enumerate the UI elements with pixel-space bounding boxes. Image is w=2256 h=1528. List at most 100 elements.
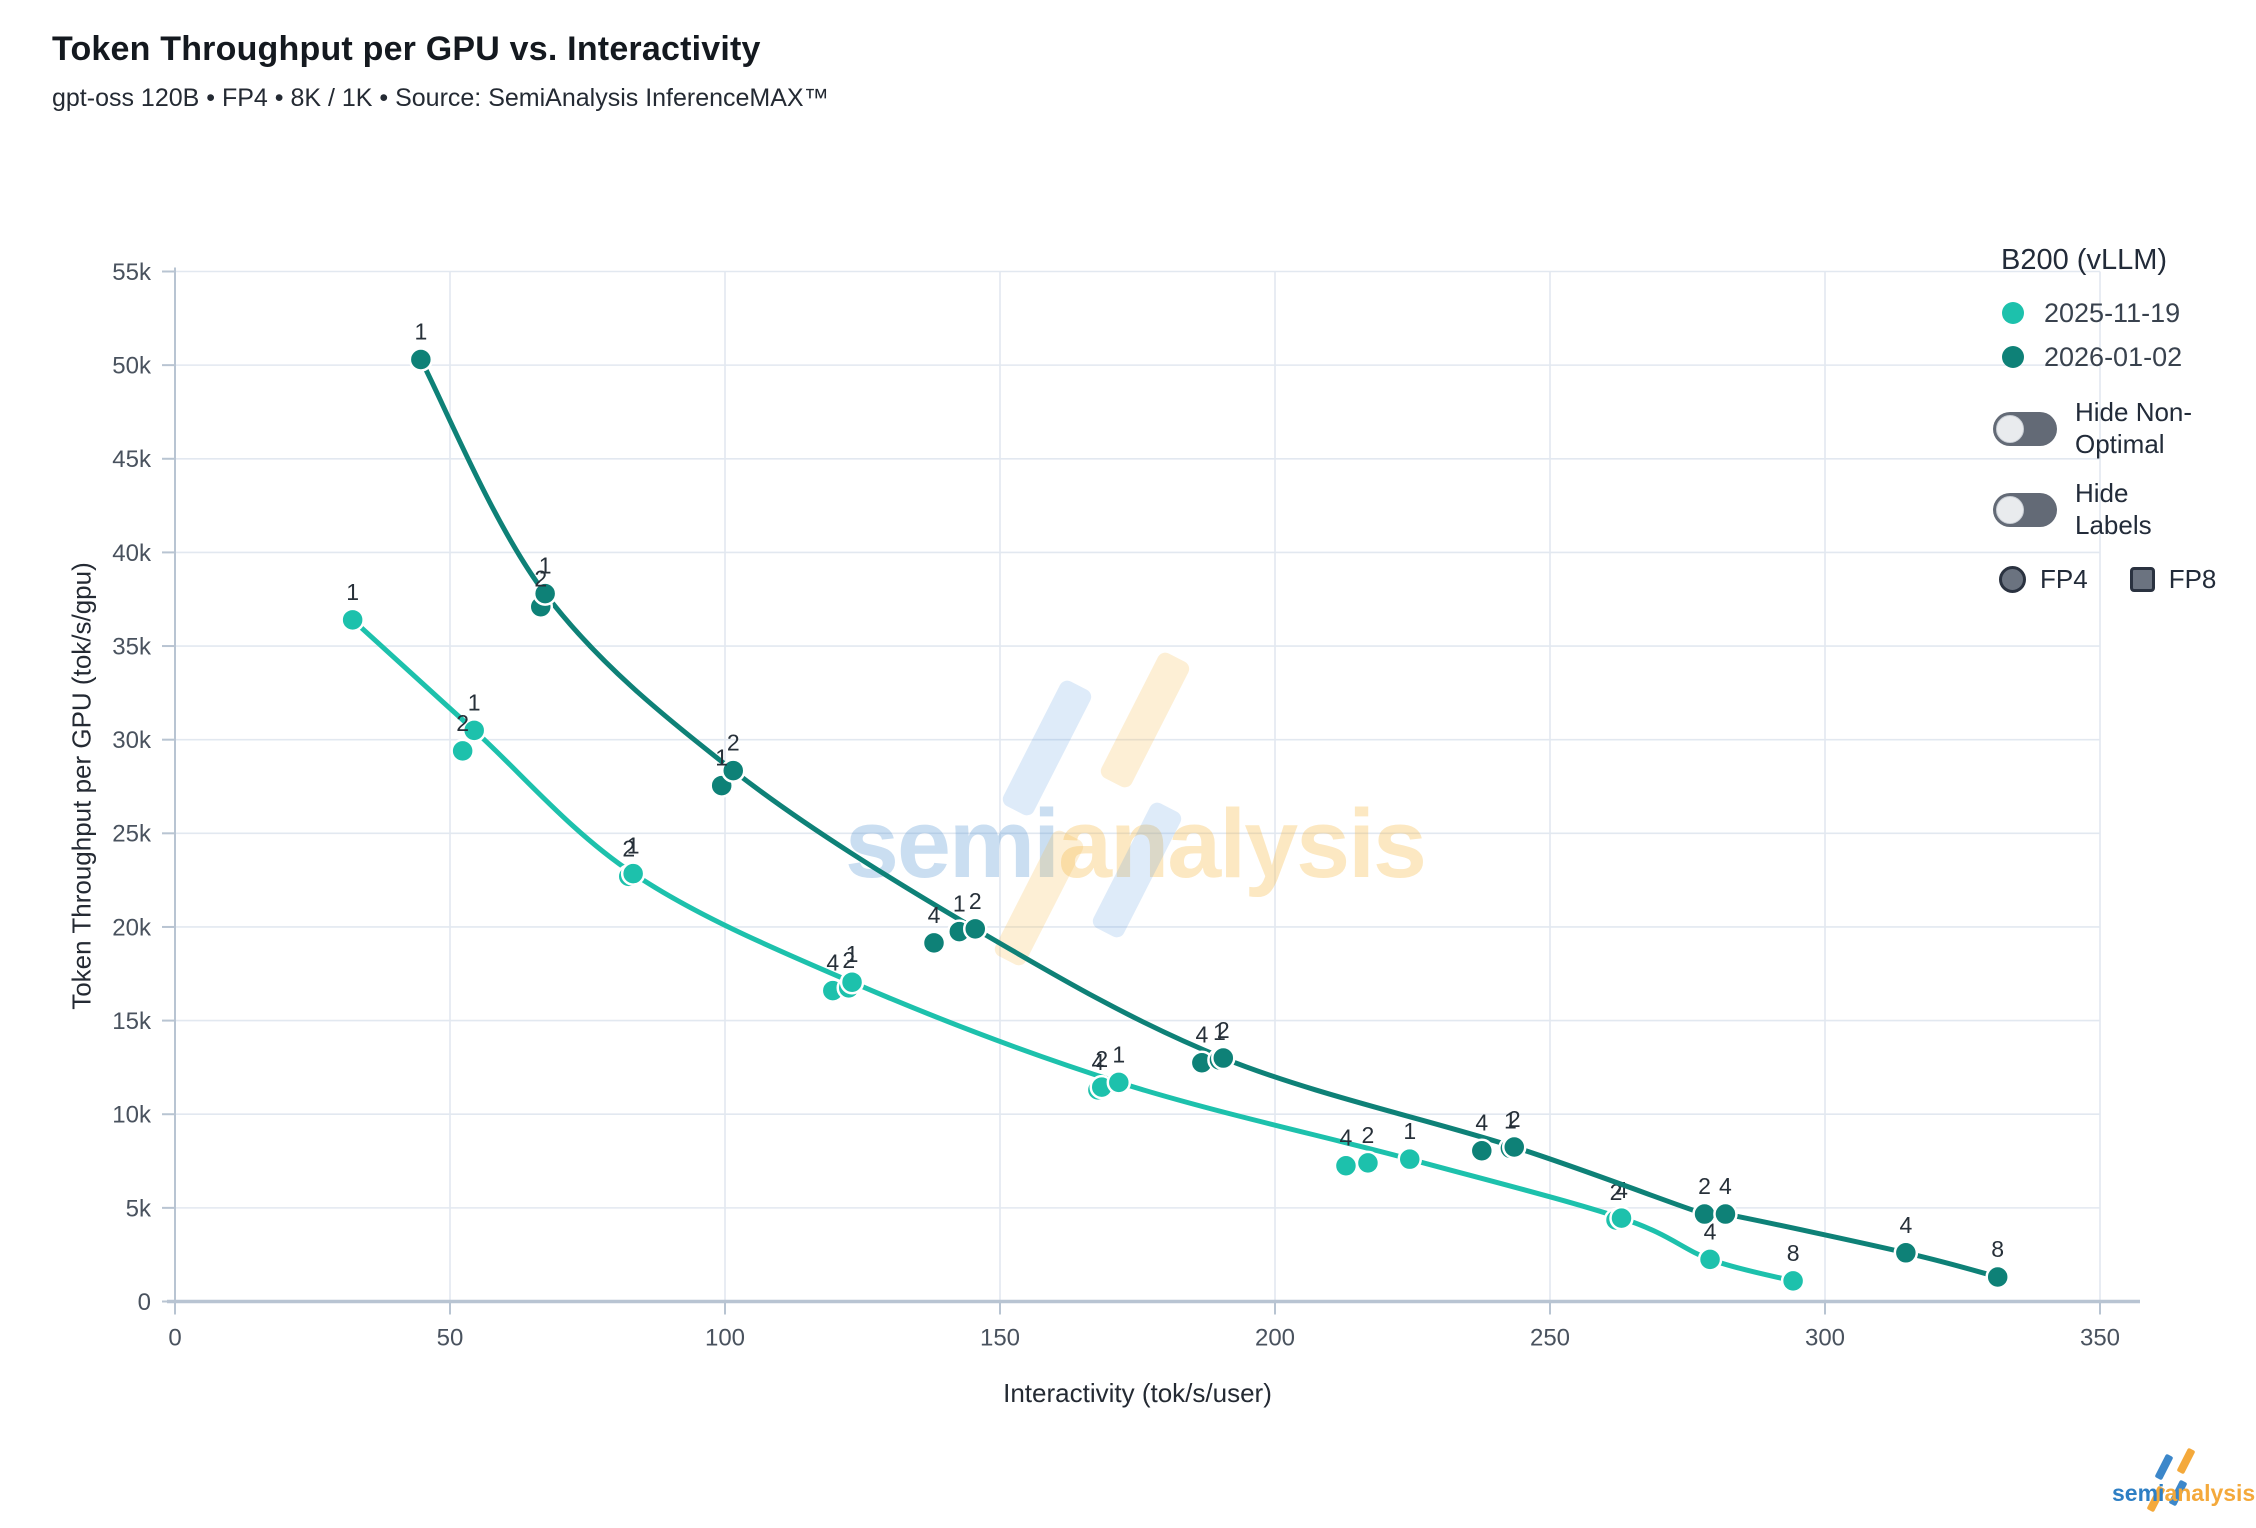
legend-entry-label: 2025-11-19 <box>2044 297 2181 328</box>
data-point[interactable] <box>1333 1153 1359 1178</box>
toggle-knob <box>1996 496 2024 525</box>
gridlines <box>175 270 2101 1302</box>
logo-analysis: analysis <box>2164 1480 2256 1506</box>
x-tick-label: 50 <box>437 1325 464 1352</box>
hide-non-optimal-toggle[interactable] <box>1993 411 2057 446</box>
point-label: 4 <box>1340 1125 1353 1151</box>
page-title: Token Throughput per GPU vs. Interactivi… <box>52 30 761 68</box>
point-label: 1 <box>539 553 552 579</box>
fp4-circle-icon[interactable] <box>1999 565 2026 593</box>
data-point[interactable] <box>1106 1070 1132 1095</box>
point-label: 1 <box>1403 1118 1416 1144</box>
point-label: 1 <box>346 579 359 605</box>
data-point[interactable] <box>1985 1264 2010 1290</box>
data-point[interactable] <box>1697 1247 1723 1272</box>
semianalysis-logo: semianalysis <box>2108 1447 2255 1522</box>
data-point[interactable] <box>1713 1201 1738 1227</box>
toggle-knob <box>1996 414 2024 443</box>
y-tick-label: 10k <box>112 1102 152 1129</box>
hide-labels-toggle[interactable] <box>1993 493 2057 528</box>
data-point[interactable] <box>1692 1201 1717 1227</box>
point-label: 4 <box>1195 1022 1208 1048</box>
data-point[interactable] <box>1397 1146 1422 1172</box>
point-label: 2 <box>1095 1046 1108 1072</box>
point-label: 2 <box>1698 1173 1711 1199</box>
data-point[interactable] <box>408 347 434 372</box>
point-label: 2 <box>534 566 547 592</box>
point-label: 1 <box>1112 1041 1125 1067</box>
legend-entry-2025-11-19[interactable]: 2025-11-19 <box>1993 291 2243 335</box>
y-tick-label: 35k <box>112 633 152 660</box>
y-tick-label: 45k <box>112 446 152 473</box>
data-point[interactable] <box>461 718 487 743</box>
data-point[interactable] <box>340 607 365 633</box>
data-point[interactable] <box>1893 1240 1919 1266</box>
data-point[interactable] <box>620 861 646 886</box>
point-label: 2 <box>1508 1106 1521 1132</box>
watermark-text: semianalysis <box>845 788 1427 900</box>
point-label: 4 <box>1092 1049 1105 1075</box>
y-tick-label: 30k <box>112 727 152 754</box>
x-tick-label: 100 <box>705 1325 745 1352</box>
legend-title: B200 (vLLM) <box>2001 244 2168 276</box>
data-point[interactable] <box>450 738 475 764</box>
y-tick-label: 5k <box>126 1195 152 1222</box>
data-point[interactable] <box>963 916 988 942</box>
hide-non-optimal-row: Hide Non-Optimal <box>1993 397 2243 460</box>
point-label: 1 <box>1213 1019 1226 1045</box>
data-point[interactable] <box>1609 1205 1634 1231</box>
data-point[interactable] <box>921 930 947 956</box>
point-label: 4 <box>826 950 839 976</box>
chart-legend: B200 (vLLM) 2025-11-19 2026-01-02 Hide N… <box>1993 244 2243 595</box>
y-tick-label: 55k <box>112 259 152 286</box>
series-line-2026-01-02 <box>418 357 2001 1280</box>
data-point[interactable] <box>839 969 865 995</box>
x-tick-label: 150 <box>980 1325 1020 1352</box>
series-swatch-dark <box>2002 346 2024 368</box>
tick-labels: 0 5k 10k 15k 20k 25k 30k 35k 40k 45k 50k 55k 0 50 100 1… <box>112 259 2120 1352</box>
data-point[interactable] <box>1211 1045 1236 1071</box>
fp8-square-icon[interactable] <box>2129 566 2155 592</box>
data-point[interactable] <box>721 758 746 783</box>
point-label: 2 <box>1217 1017 1230 1043</box>
y-tick-label: 0 <box>138 1289 151 1316</box>
hide-labels-label: Hide Labels <box>2075 478 2152 541</box>
x-tick-label: 250 <box>1530 1325 1570 1352</box>
series-markers-2026-01-02 <box>408 347 2010 1290</box>
point-label: 2 <box>727 730 740 756</box>
point-label: 2 <box>1362 1122 1375 1148</box>
precision-shape-legend: FP4 FP8 <box>1993 564 2243 595</box>
y-tick-label: 40k <box>112 540 152 567</box>
point-label: 1 <box>953 891 966 917</box>
point-label: 1 <box>468 689 481 715</box>
point-label: 2 <box>622 835 635 861</box>
y-tick-label: 15k <box>112 1008 152 1035</box>
point-label: 1 <box>846 941 859 967</box>
point-label: 1 <box>414 319 427 345</box>
data-point[interactable] <box>1469 1138 1495 1163</box>
data-point[interactable] <box>1502 1134 1527 1160</box>
y-tick-label: 20k <box>112 914 152 941</box>
x-tick-label: 0 <box>168 1325 181 1352</box>
legend-entry-label: 2026-01-02 <box>2044 341 2183 372</box>
data-point[interactable] <box>1355 1150 1381 1176</box>
logo-semi: semi <box>2112 1480 2165 1506</box>
legend-entry-2026-01-02[interactable]: 2026-01-02 <box>1993 335 2243 379</box>
point-label: 4 <box>1719 1173 1732 1199</box>
point-label: 4 <box>1899 1212 1912 1238</box>
y-tick-label: 25k <box>112 821 152 848</box>
data-point[interactable] <box>532 581 558 606</box>
x-tick-label: 300 <box>1805 1325 1845 1352</box>
data-point[interactable] <box>1780 1268 1806 1294</box>
point-label: 2 <box>969 888 982 914</box>
point-label: 8 <box>1787 1240 1800 1266</box>
x-tick-label: 350 <box>2080 1325 2120 1352</box>
point-label: 8 <box>1991 1236 2004 1262</box>
watermark-analysis: analysis <box>1058 789 1427 898</box>
y-tick-label: 50k <box>112 353 152 380</box>
series-line-2025-11-19 <box>350 617 1796 1284</box>
hide-non-optimal-label: Hide Non-Optimal <box>2075 397 2193 459</box>
